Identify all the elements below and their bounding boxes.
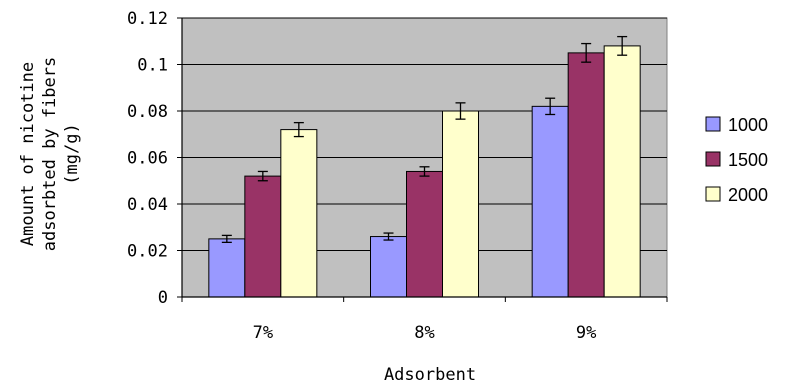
y-tick-label: 0.08 [127, 102, 168, 122]
legend-label: 2000 [728, 185, 768, 205]
bar [208, 238, 246, 298]
legend-label: 1000 [728, 115, 768, 135]
y-axis-label-line-2: adsorbted by fibers [40, 57, 60, 251]
bar [406, 170, 443, 298]
legend-swatch [705, 116, 721, 132]
y-tick-labels: 0 0.02 0.04 0.06 0.08 0.1 0.12 [127, 9, 168, 308]
legend-label: 1500 [728, 150, 768, 170]
legend: 1000 1500 2000 [705, 115, 768, 205]
x-tick-label: 7% [253, 323, 273, 343]
y-axis-label: Amount of nicotine adsorbted by fibers (… [18, 57, 82, 251]
bar [567, 52, 605, 298]
y-tick-label: 0.04 [127, 195, 168, 215]
y-axis-label-line-1: Amount of nicotine [18, 62, 38, 246]
bar [603, 45, 641, 298]
y-tick-label: 0 [158, 288, 168, 308]
y-tick-label: 0.1 [137, 56, 168, 76]
axes [181, 18, 667, 298]
x-tick-label: 9% [576, 323, 596, 343]
bar [442, 110, 479, 298]
bar [531, 105, 569, 298]
bar-series [208, 45, 641, 298]
y-tick-label: 0.12 [127, 9, 168, 29]
x-axis-label: Adsorbent [384, 365, 476, 385]
bar [244, 175, 282, 298]
bar [280, 129, 318, 298]
y-tick-label: 0.06 [127, 149, 168, 169]
y-tick-label: 0.02 [127, 242, 168, 262]
legend-swatch [705, 186, 721, 202]
bar [370, 236, 407, 298]
x-tick-label: 8% [414, 323, 434, 343]
error-bars [221, 35, 628, 244]
legend-swatch [705, 151, 721, 167]
x-tick-labels: 7% 8% 9% [181, 297, 668, 343]
y-axis-label-line-3: (mg/g) [62, 123, 82, 184]
